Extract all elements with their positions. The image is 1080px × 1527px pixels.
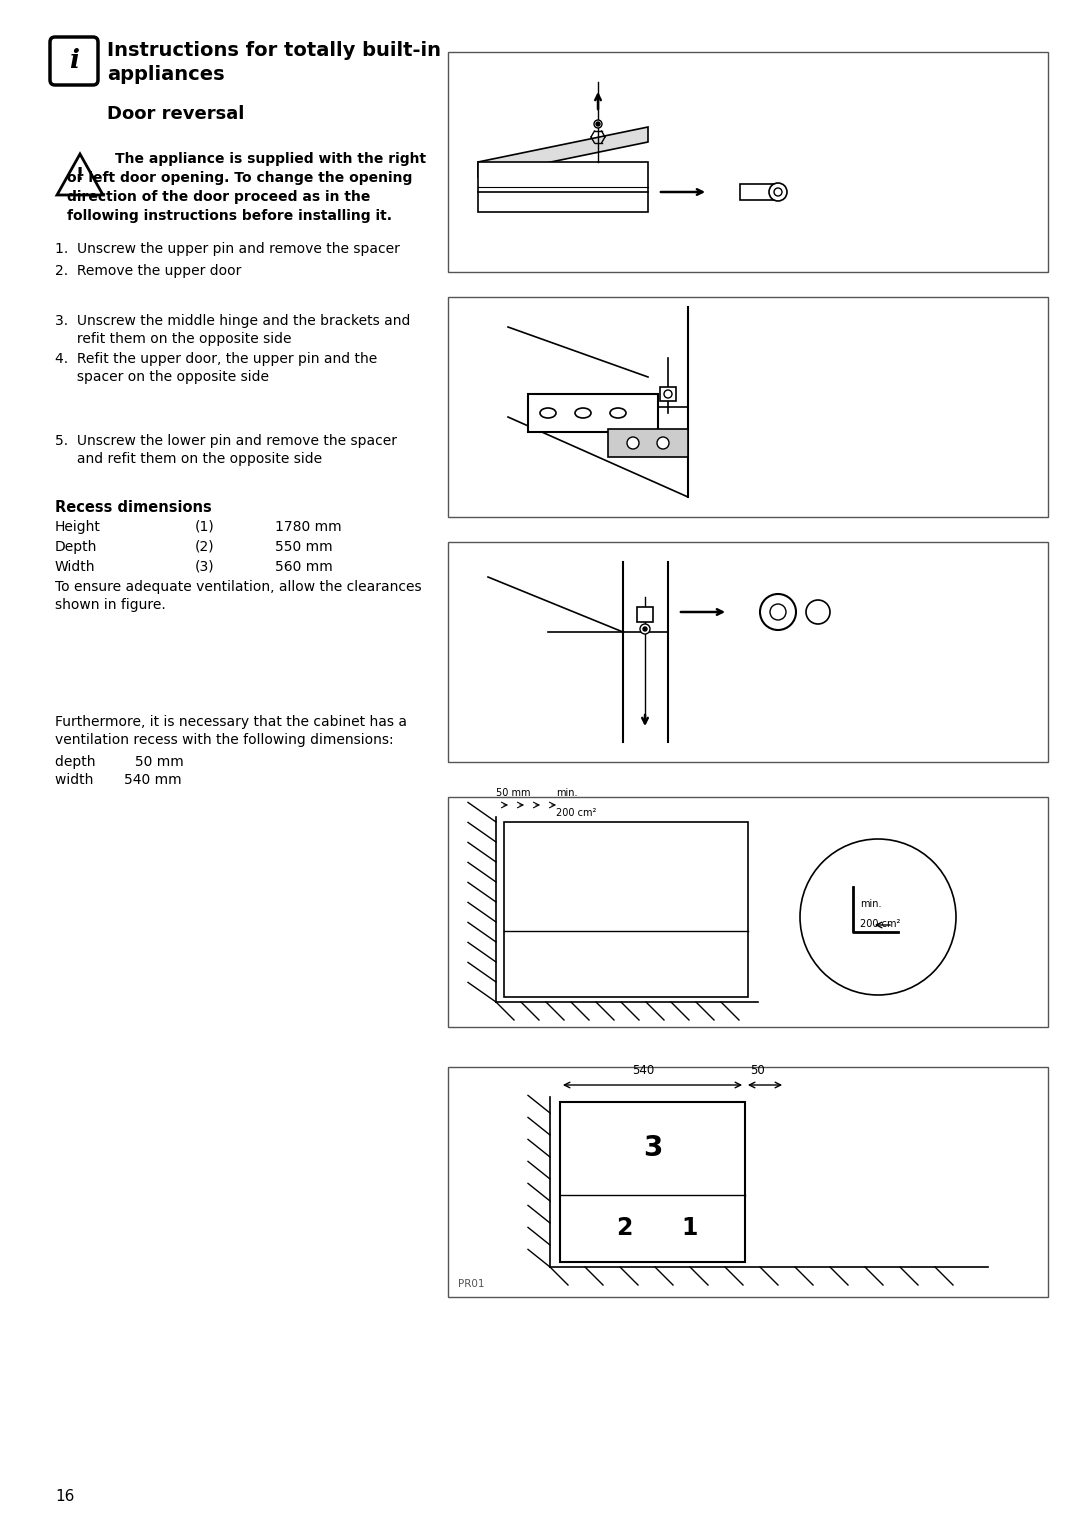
Circle shape	[627, 437, 639, 449]
Text: shown in figure.: shown in figure.	[55, 599, 165, 612]
Polygon shape	[57, 154, 103, 195]
Text: Height: Height	[55, 521, 100, 534]
Text: and refit them on the opposite side: and refit them on the opposite side	[55, 452, 322, 466]
Bar	[448, 52, 1048, 272]
Text: 4.  Refit the upper door, the upper pin and the: 4. Refit the upper door, the upper pin a…	[55, 353, 377, 366]
Bar	[504, 822, 748, 997]
Bar	[740, 183, 777, 200]
Text: Instructions for totally built-in: Instructions for totally built-in	[107, 41, 441, 60]
Text: ventilation recess with the following dimensions:: ventilation recess with the following di…	[55, 733, 393, 747]
Bar	[448, 296, 1048, 518]
Text: min.: min.	[556, 788, 578, 799]
Ellipse shape	[540, 408, 556, 418]
Text: 1: 1	[681, 1217, 698, 1240]
Text: refit them on the opposite side: refit them on the opposite side	[55, 331, 292, 347]
Text: PR01: PR01	[458, 1280, 485, 1289]
Text: 540: 540	[633, 1064, 654, 1077]
Text: Depth: Depth	[55, 541, 97, 554]
Text: To ensure adequate ventilation, allow the clearances: To ensure adequate ventilation, allow th…	[55, 580, 421, 594]
Bar	[528, 394, 658, 432]
Text: i: i	[69, 49, 79, 73]
Text: (1): (1)	[195, 521, 215, 534]
Text: or left door opening. To change the opening: or left door opening. To change the open…	[67, 171, 413, 185]
FancyBboxPatch shape	[50, 37, 98, 86]
Bar	[448, 797, 1048, 1028]
Text: Furthermore, it is necessary that the cabinet has a: Furthermore, it is necessary that the ca…	[55, 715, 407, 728]
Text: depth         50 mm: depth 50 mm	[55, 754, 184, 770]
Circle shape	[640, 625, 650, 634]
Text: 5.  Unscrew the lower pin and remove the spacer: 5. Unscrew the lower pin and remove the …	[55, 434, 397, 447]
Ellipse shape	[575, 408, 591, 418]
Text: min.: min.	[860, 899, 881, 909]
Text: width       540 mm: width 540 mm	[55, 773, 181, 786]
Text: 3.  Unscrew the middle hinge and the brackets and: 3. Unscrew the middle hinge and the brac…	[55, 315, 410, 328]
Text: The appliance is supplied with the right: The appliance is supplied with the right	[114, 153, 427, 166]
Circle shape	[594, 121, 602, 128]
Text: Door reversal: Door reversal	[107, 105, 244, 124]
Text: following instructions before installing it.: following instructions before installing…	[67, 209, 392, 223]
Text: 50 mm: 50 mm	[496, 788, 530, 799]
Circle shape	[664, 389, 672, 399]
Bar	[745, 1067, 785, 1296]
Circle shape	[657, 437, 669, 449]
Bar	[561, 1102, 745, 1261]
Ellipse shape	[610, 408, 626, 418]
Text: 1780 mm: 1780 mm	[275, 521, 341, 534]
Text: 16: 16	[55, 1489, 75, 1504]
Text: (3): (3)	[195, 560, 215, 574]
Text: 2.  Remove the upper door: 2. Remove the upper door	[55, 264, 241, 278]
Bar	[448, 542, 1048, 762]
Circle shape	[769, 183, 787, 202]
Circle shape	[774, 188, 782, 195]
Text: 2: 2	[617, 1217, 633, 1240]
Text: 560 mm: 560 mm	[275, 560, 333, 574]
Text: 550 mm: 550 mm	[275, 541, 333, 554]
Text: Width: Width	[55, 560, 95, 574]
Text: appliances: appliances	[107, 66, 225, 84]
Text: 50: 50	[750, 1064, 765, 1077]
Bar	[608, 429, 688, 457]
Text: direction of the door proceed as in the: direction of the door proceed as in the	[67, 189, 370, 205]
Bar	[637, 608, 653, 621]
Circle shape	[800, 838, 956, 996]
Text: !: !	[76, 166, 84, 183]
Polygon shape	[478, 162, 648, 212]
Text: Recess dimensions: Recess dimensions	[55, 499, 212, 515]
Text: 1.  Unscrew the upper pin and remove the spacer: 1. Unscrew the upper pin and remove the …	[55, 241, 400, 257]
Circle shape	[643, 628, 647, 631]
Text: 200 cm²: 200 cm²	[860, 919, 901, 928]
Circle shape	[760, 594, 796, 631]
Circle shape	[806, 600, 831, 625]
Text: spacer on the opposite side: spacer on the opposite side	[55, 370, 269, 383]
Polygon shape	[478, 127, 648, 177]
Bar	[448, 1067, 1048, 1296]
Text: (2): (2)	[195, 541, 215, 554]
Text: 200 cm²: 200 cm²	[556, 808, 596, 818]
Text: 3: 3	[643, 1135, 662, 1162]
Circle shape	[770, 605, 786, 620]
Bar	[660, 386, 676, 402]
Circle shape	[596, 122, 600, 127]
